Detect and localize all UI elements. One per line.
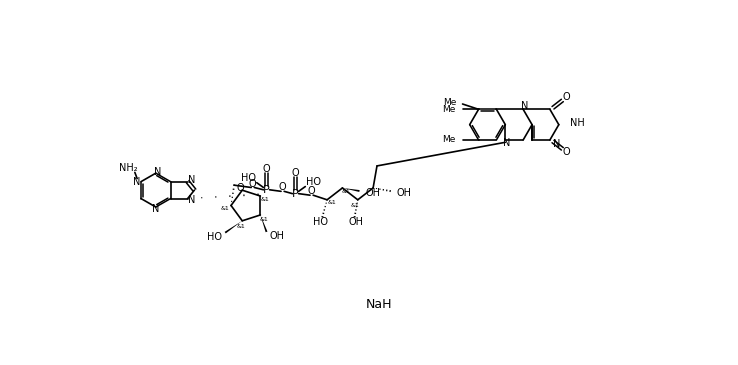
- Text: O: O: [292, 168, 300, 178]
- Text: OH: OH: [396, 188, 411, 197]
- Text: OH: OH: [349, 217, 364, 227]
- Text: N: N: [187, 175, 195, 185]
- Text: O: O: [236, 183, 244, 193]
- Text: HO: HO: [207, 231, 222, 242]
- Text: O: O: [562, 147, 570, 157]
- Text: &1: &1: [328, 200, 336, 205]
- Text: &1: &1: [342, 189, 351, 194]
- Text: O: O: [249, 178, 257, 189]
- Text: &1: &1: [260, 217, 269, 222]
- Text: N: N: [503, 138, 511, 148]
- Text: N: N: [553, 139, 560, 149]
- Text: O: O: [562, 92, 570, 102]
- Text: O: O: [308, 186, 315, 196]
- Polygon shape: [224, 221, 242, 234]
- Text: OH: OH: [269, 231, 285, 241]
- Text: Me: Me: [442, 105, 455, 114]
- Text: O: O: [279, 182, 286, 192]
- Text: N: N: [152, 204, 159, 214]
- Polygon shape: [261, 215, 267, 232]
- Text: NH₂: NH₂: [120, 163, 138, 173]
- Text: N: N: [133, 177, 140, 187]
- Text: &1: &1: [351, 203, 360, 208]
- Text: NH: NH: [570, 118, 584, 128]
- Text: P: P: [292, 189, 299, 199]
- Text: Me: Me: [442, 135, 455, 145]
- Text: HO: HO: [241, 173, 256, 183]
- Text: O: O: [263, 164, 270, 174]
- Polygon shape: [342, 188, 359, 192]
- Text: HO: HO: [306, 177, 321, 187]
- Text: P: P: [263, 185, 270, 195]
- Text: NaH: NaH: [366, 297, 393, 311]
- Text: &1: &1: [221, 206, 230, 211]
- Text: Me: Me: [443, 98, 456, 107]
- Text: OH: OH: [365, 188, 381, 197]
- Text: N: N: [521, 101, 528, 111]
- Text: &1: &1: [236, 224, 245, 230]
- Text: N: N: [187, 195, 195, 205]
- Text: N: N: [154, 166, 161, 177]
- Text: HO: HO: [314, 217, 328, 227]
- Text: &1: &1: [261, 197, 269, 202]
